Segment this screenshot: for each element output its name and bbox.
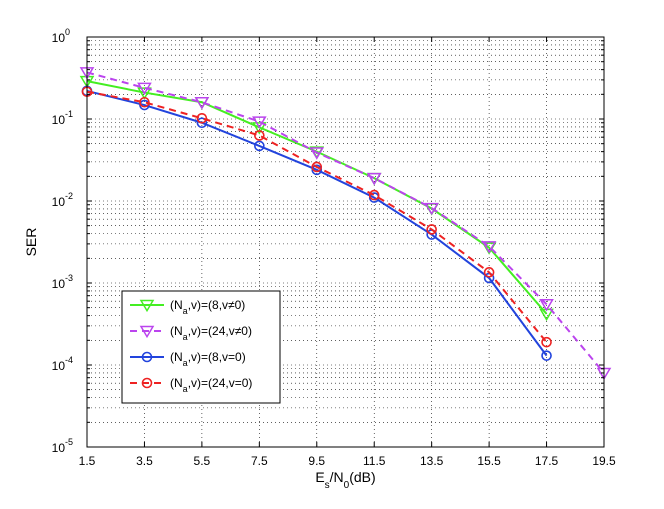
legend-label: (Na,v)=(8,v≠0) bbox=[170, 298, 245, 316]
legend-entry: (Na,v)=(24,v≠0) bbox=[130, 324, 252, 342]
plot-area-border bbox=[86, 36, 605, 448]
y-tick-exponent: -4 bbox=[65, 355, 73, 365]
legend-label: (Na,v)=(8,v=0) bbox=[170, 350, 246, 368]
data-point bbox=[539, 299, 554, 312]
y-tick-exponent: -5 bbox=[65, 437, 73, 447]
legend-entry: (Na,v)=(8,v≠0) bbox=[130, 298, 245, 316]
data-point bbox=[139, 96, 150, 108]
y-tick-exponent: -2 bbox=[65, 191, 73, 201]
data-point bbox=[252, 116, 267, 129]
data-point bbox=[311, 164, 323, 176]
y-tick-base: 10 bbox=[52, 359, 66, 373]
series-2 bbox=[79, 67, 612, 381]
series-line bbox=[86, 90, 548, 343]
data-point bbox=[137, 82, 152, 96]
y-tick-base: 10 bbox=[52, 277, 66, 291]
y-tick-exponent: -1 bbox=[65, 109, 73, 119]
axes-frame bbox=[86, 36, 605, 448]
y-tick-exponent: 0 bbox=[65, 27, 70, 37]
y-tick-label: 10 0 bbox=[52, 27, 70, 45]
x-tick-label: 17.5 bbox=[535, 454, 559, 468]
legend-entry: (Na,v)=(24,v=0) bbox=[130, 376, 252, 394]
x-tick-label: 19.5 bbox=[592, 454, 616, 468]
legend-label: (Na,v)=(24,v=0) bbox=[170, 376, 252, 394]
y-tick-base: 10 bbox=[52, 113, 66, 127]
data-point bbox=[426, 224, 437, 235]
y-tick-base: 10 bbox=[52, 441, 66, 455]
legend-entry: (Na,v)=(8,v=0) bbox=[130, 350, 246, 368]
legend-marker bbox=[141, 377, 153, 389]
x-tick-label: 11.5 bbox=[363, 454, 386, 468]
series-4 bbox=[81, 86, 552, 348]
series-line bbox=[86, 71, 605, 374]
data-point bbox=[252, 122, 267, 135]
legend-marker bbox=[141, 351, 153, 363]
y-tick-label: 10 -4 bbox=[52, 355, 73, 373]
data-point bbox=[541, 350, 552, 361]
y-tick-label: 10 -3 bbox=[52, 273, 73, 291]
x-tick-label: 3.5 bbox=[136, 454, 153, 468]
legend-marker bbox=[139, 325, 155, 339]
y-tick-label: 10 -5 bbox=[52, 437, 73, 455]
legend-marker bbox=[139, 299, 155, 313]
series-line bbox=[86, 89, 548, 357]
x-tick-label: 7.5 bbox=[251, 454, 268, 468]
y-tick-base: 10 bbox=[52, 195, 66, 209]
y-axis-label: SER bbox=[23, 228, 39, 257]
data-point bbox=[309, 147, 325, 160]
data-point bbox=[311, 161, 323, 173]
y-tick-label: 10 -1 bbox=[52, 109, 73, 127]
x-tick-label: 13.5 bbox=[420, 454, 444, 468]
data-point bbox=[541, 336, 552, 348]
data-point bbox=[368, 189, 380, 201]
data-point bbox=[196, 117, 208, 129]
data-point bbox=[481, 241, 497, 254]
data-point bbox=[483, 267, 495, 278]
data-point bbox=[196, 112, 208, 124]
series-layer bbox=[79, 67, 612, 381]
data-point bbox=[137, 87, 152, 100]
x-tick-label: 9.5 bbox=[308, 454, 325, 468]
x-axis-label: Es/N0(dB) bbox=[315, 469, 375, 491]
data-point bbox=[254, 130, 265, 141]
legend: (Na,v)=(8,v≠0) (Na,v)=(24,v≠0) (Na,v)=(8,v… bbox=[121, 290, 281, 404]
data-point bbox=[194, 97, 210, 110]
y-tick-base: 10 bbox=[52, 31, 66, 45]
y-tick-label: 10 -2 bbox=[52, 191, 73, 209]
x-tick-label: 15.5 bbox=[477, 454, 501, 468]
legend-label: (Na,v)=(24,v≠0) bbox=[170, 324, 252, 342]
x-tick-label: 1.5 bbox=[79, 454, 96, 468]
x-tick-labels: 1.5 3.5 5.5 7.5 9.5 11.5 13.5 15.5 17.5 19.5 bbox=[79, 454, 616, 468]
data-point bbox=[424, 202, 439, 216]
y-tick-exponent: -3 bbox=[65, 273, 73, 283]
x-tick-label: 5.5 bbox=[194, 454, 211, 468]
data-point bbox=[254, 140, 265, 152]
data-point bbox=[366, 172, 382, 186]
